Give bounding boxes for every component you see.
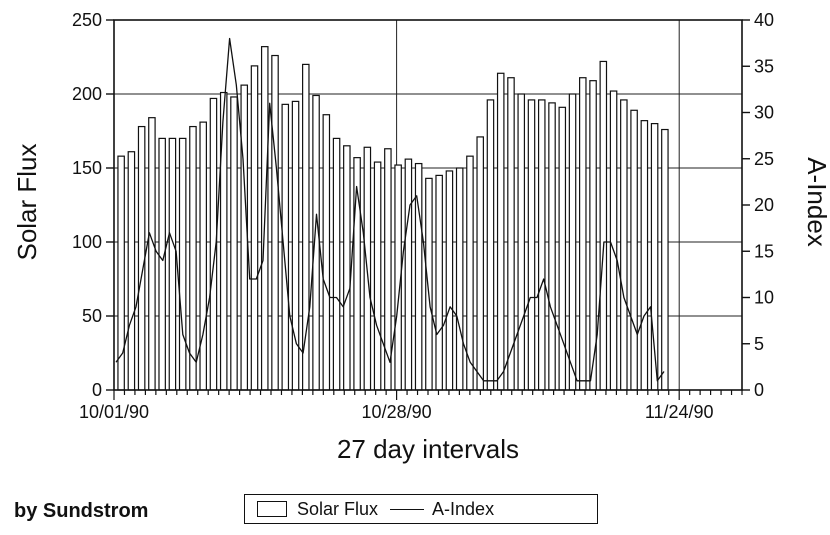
legend-bar-swatch — [257, 501, 287, 517]
y-right-tick-label: 10 — [754, 288, 774, 308]
y-axis-left-label: Solar Flux — [12, 143, 42, 260]
solar-flux-bar — [168, 137, 177, 391]
a-index-line-group — [115, 37, 665, 382]
x-axis-label: 27 day intervals — [337, 434, 519, 464]
solar-flux-bar — [189, 125, 197, 391]
y-left-tick-label: 0 — [92, 380, 102, 400]
solar-flux-bar — [609, 90, 618, 391]
y-right-tick-label: 25 — [754, 149, 774, 169]
solar-flux-bar — [158, 137, 166, 391]
y-right-tick-label: 0 — [754, 380, 764, 400]
x-tick-label: 10/01/90 — [79, 402, 149, 422]
solar-flux-bar — [322, 114, 331, 391]
legend: Solar Flux A-Index — [244, 494, 598, 524]
solar-flux-bar — [640, 120, 649, 391]
solar-flux-bar — [630, 109, 638, 391]
solar-flux-bar — [527, 99, 536, 391]
solar-flux-bar — [240, 84, 249, 391]
solar-flux-bar — [343, 145, 351, 391]
y-right-tick-label: 30 — [754, 103, 774, 123]
solar-flux-bar — [548, 102, 556, 391]
y-left-tick-label: 150 — [72, 158, 102, 178]
axes — [106, 19, 750, 400]
solar-flux-bar — [384, 148, 392, 391]
solar-flux-bar — [496, 72, 505, 391]
y-right-tick-label: 40 — [754, 10, 774, 30]
y-left-tick-label: 50 — [82, 306, 102, 326]
x-tick-label: 10/28/90 — [362, 402, 432, 422]
y-right-tick-label: 20 — [754, 195, 774, 215]
solar-flux-bar — [599, 60, 608, 391]
solar-flux-bar — [455, 167, 464, 391]
solar-flux-bar — [373, 161, 382, 391]
solar-flux-bar — [425, 177, 433, 391]
legend-line-swatch — [390, 508, 425, 510]
legend-a-index-label: A-Index — [432, 498, 495, 519]
solar-flux-bar — [199, 121, 207, 391]
solar-flux-bar — [332, 137, 341, 391]
solar-flux-bar — [568, 93, 577, 391]
solar-flux-bar — [148, 117, 156, 391]
y-left-tick-label: 250 — [72, 10, 102, 30]
y-left-tick-label: 200 — [72, 84, 102, 104]
y-right-tick-label: 35 — [754, 56, 774, 76]
solar-flux-bar — [178, 137, 187, 391]
solar-flux-bar — [250, 65, 259, 391]
solar-flux-bar — [230, 96, 238, 391]
solar-flux-bar — [537, 99, 546, 391]
solar-flux-bar — [271, 54, 279, 391]
y-axis-right-label: A-Index — [802, 157, 830, 247]
solar-flux-bar — [445, 170, 454, 391]
solar-flux-bar — [486, 99, 495, 391]
y-left-tick-label: 100 — [72, 232, 102, 252]
solar-flux-bar — [435, 174, 443, 391]
solar-flux-bar — [579, 77, 587, 391]
solar-flux-bar — [404, 158, 413, 391]
solar-flux-bar — [620, 99, 628, 391]
solar-flux-bar — [661, 128, 669, 391]
x-tick-label: 11/24/90 — [645, 402, 714, 422]
tick-labels: 0 50 100 150 200 250 0 5 10 15 20 25 30 35 40 10/01/90 1… — [72, 10, 774, 422]
credit-text: by Sundstrom — [14, 500, 149, 522]
legend-solar-flux-label: Solar Flux — [297, 498, 379, 519]
solar-flux-bar — [517, 93, 526, 391]
a-index-line — [115, 37, 665, 382]
y-right-tick-label: 5 — [754, 334, 764, 354]
solar-flux-bar — [302, 63, 310, 391]
solar-flux-bar — [476, 136, 484, 391]
solar-flux-bar — [127, 151, 136, 391]
y-right-tick-label: 15 — [754, 241, 774, 261]
solar-flux-bar — [137, 125, 146, 391]
